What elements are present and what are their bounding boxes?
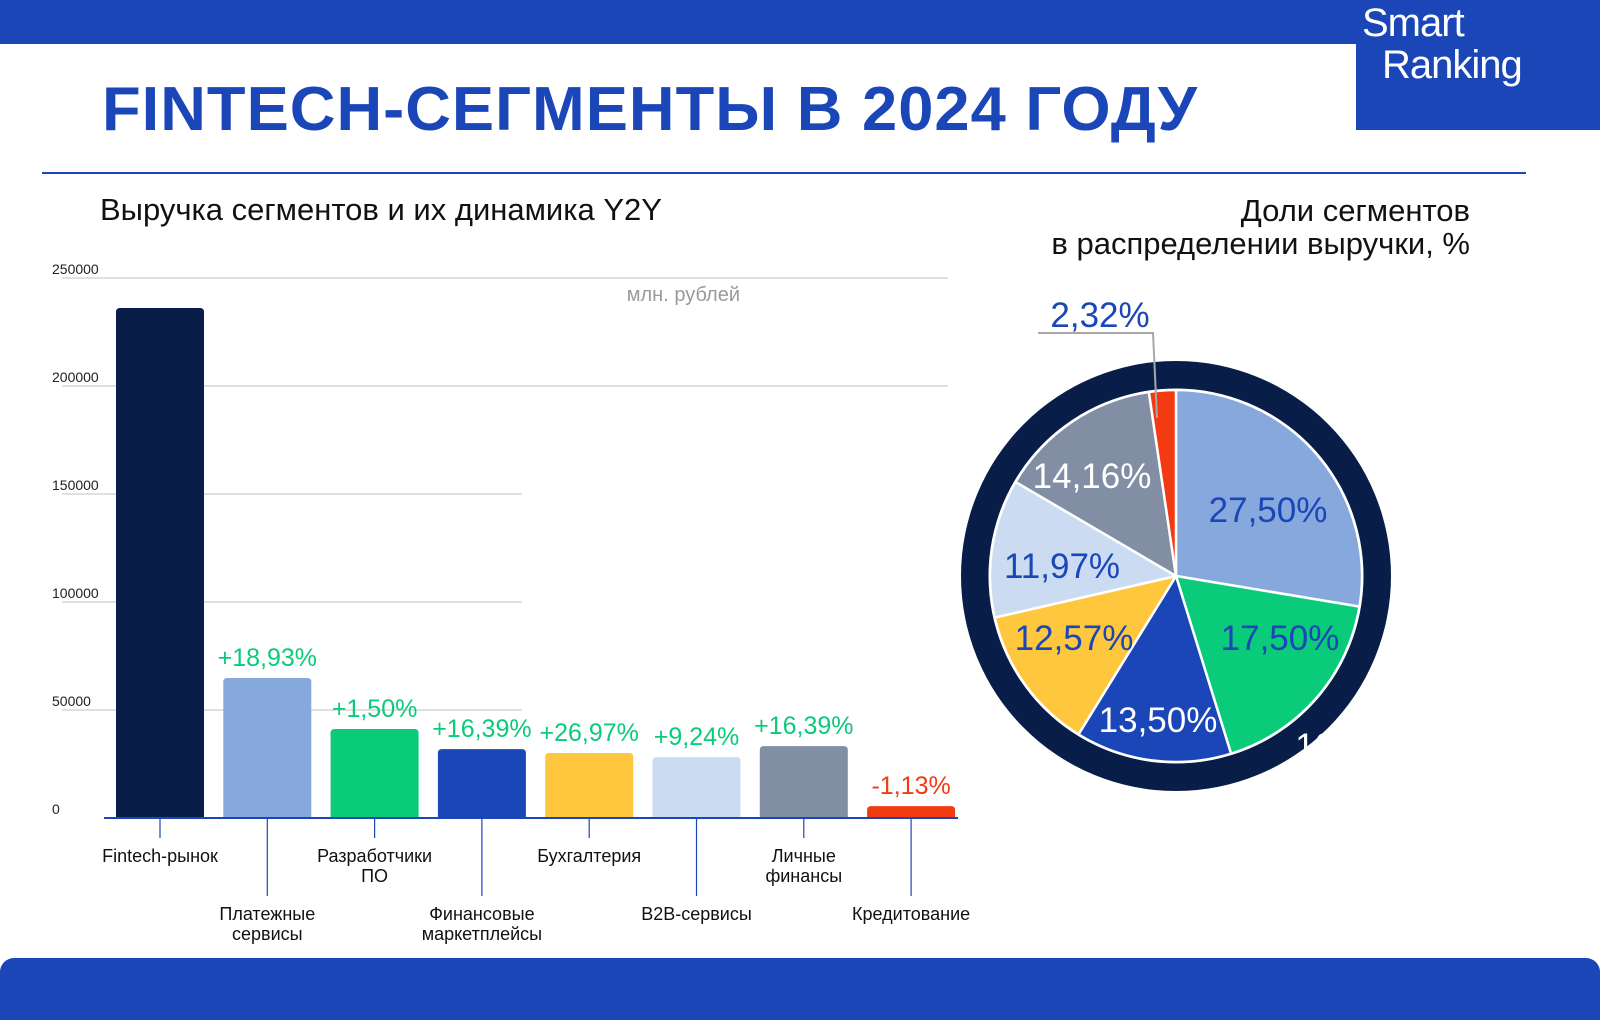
- y2y-change-label: -1,13%: [871, 772, 950, 800]
- x-category-label: ПО: [361, 866, 388, 886]
- pie-slice-label: 14,16%: [1033, 457, 1152, 496]
- bar-rect: [330, 729, 419, 818]
- bar-rect: [545, 752, 634, 818]
- y2y-change-label: +16,39%: [432, 715, 531, 743]
- x-category-label: Fintech-рынок: [102, 846, 218, 866]
- bar-0: Fintech-рынок: [102, 308, 218, 866]
- x-category-label: маркетплейсы: [422, 924, 542, 944]
- pie-slice-0: [1174, 388, 1364, 608]
- x-category-label: Платежные: [219, 904, 315, 924]
- pie-slice-label: 27,50%: [1209, 491, 1328, 530]
- bar-4: +26,97% Бухгалтерия: [537, 719, 641, 866]
- title-divider: [42, 172, 1526, 174]
- bar-rect: [652, 757, 741, 818]
- pie-slice-1: [1174, 574, 1361, 755]
- y2y-change-label: +1,50%: [332, 695, 418, 723]
- pie-slice-label: 12,57%: [1015, 619, 1134, 658]
- pie-slice-label: 11,97%: [1004, 547, 1120, 586]
- y-tick-label: 50000: [52, 693, 91, 709]
- pie-slice-label: 13,50%: [1099, 701, 1218, 740]
- bar-rect: [116, 308, 204, 818]
- x-category-label: Кредитование: [852, 904, 970, 924]
- y-tick-label: 0: [52, 801, 60, 817]
- x-category-label: финансы: [765, 866, 842, 886]
- pie-slice-label-callout: 2,32%: [1050, 296, 1149, 335]
- pie-title-line-1: Доли сегментов: [1240, 193, 1470, 228]
- bar-rect: [437, 749, 526, 818]
- y2y-change-label: +16,39%: [754, 712, 853, 740]
- x-category-label: Бухгалтерия: [537, 846, 641, 866]
- logo-line-1: Smart: [1362, 1, 1465, 45]
- pie-slice-5: [1014, 390, 1178, 578]
- x-category-label: сервисы: [232, 924, 303, 944]
- pie-slice-2: [1077, 574, 1233, 764]
- y-tick-label: 150000: [52, 477, 99, 493]
- x-category-label: B2B-сервисы: [641, 904, 752, 924]
- y2y-change-label: +26,97%: [540, 719, 639, 747]
- bar-rect: [223, 678, 312, 818]
- unit-label: млн. рублей: [626, 284, 740, 306]
- x-category-label: Финансовые: [429, 904, 534, 924]
- y-tick-label: 250000: [52, 261, 99, 277]
- logo-text: Smart Ranking: [1362, 1, 1523, 87]
- x-category-label: Личные: [772, 846, 836, 866]
- callout-leader-line: [1038, 332, 1158, 419]
- x-category-label: Разработчики: [317, 846, 432, 866]
- y-tick-label: 100000: [52, 585, 99, 601]
- pie-chart: 27,50% 17,50% 13,50% 12,57% 11,97% 14,16% 2,32…: [961, 296, 1391, 791]
- bar-rect: [759, 746, 848, 818]
- pie-slice-4: [988, 480, 1178, 619]
- outer-ring-label: 100%: [1295, 727, 1385, 766]
- pie-slice-3: [993, 574, 1178, 736]
- bar-chart-title: Выручка сегментов и их динамика Y2Y: [100, 192, 662, 227]
- y2y-change-label: +9,24%: [654, 723, 740, 751]
- bottom-banner: [0, 958, 1600, 1020]
- pie-chart-title: Доли сегментов в распределении выручки, …: [1051, 194, 1470, 260]
- pie-slice-6: [1147, 388, 1178, 578]
- y-tick-label: 200000: [52, 369, 99, 385]
- top-banner: [0, 0, 1600, 44]
- logo-bg-bottom: [1356, 44, 1600, 130]
- pie-title-line-2: в распределении выручки, %: [1051, 226, 1470, 261]
- bar-5: +9,24% B2B-сервисы: [641, 723, 752, 924]
- smartranking-logo: Smart Ranking: [1356, 0, 1600, 130]
- bar-7: -1,13% Кредитование: [852, 772, 970, 924]
- y2y-change-label: +18,93%: [218, 644, 317, 672]
- bar-rect: [867, 806, 956, 818]
- bar-chart: 0 50000 100000 150000 200000 250000 Fintech-ры…: [52, 261, 970, 944]
- pie-slice-label: 17,50%: [1221, 619, 1340, 658]
- page-title: FINTECH-СЕГМЕНТЫ В 2024 ГОДУ: [102, 75, 1199, 144]
- logo-line-2: Ranking: [1382, 43, 1523, 87]
- logo-bg-top: [1392, 0, 1544, 48]
